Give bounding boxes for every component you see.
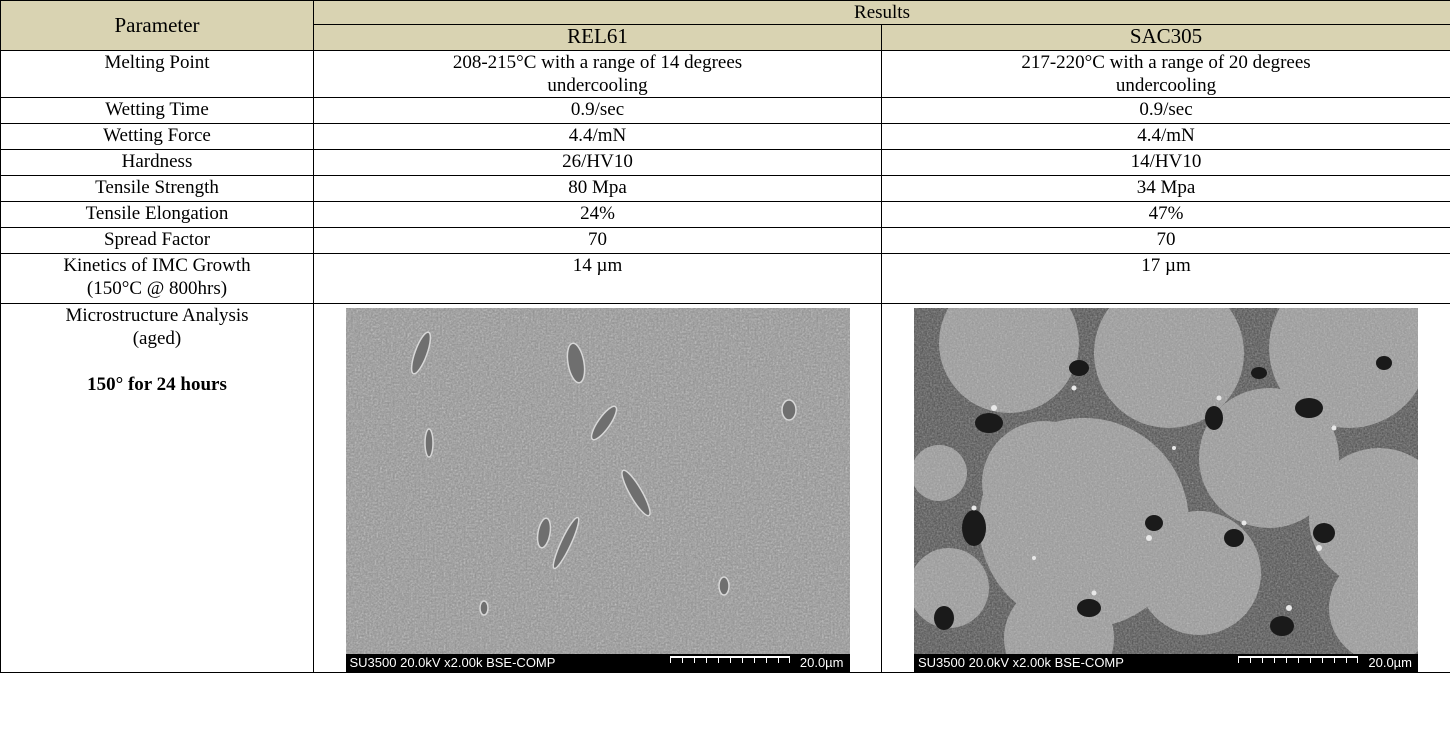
param-cell: Tensile Strength [0,175,314,202]
param-cell: Melting Point [0,50,314,98]
micro-label-line2: (aged) [132,328,182,349]
table-row: Hardness 26/HV10 14/HV10 [0,149,1450,176]
microstructure-label-cell: Microstructure Analysis (aged) 150° for … [0,303,314,673]
sac305-cell: 0.9/sec [880,97,1450,124]
param-cell: Tensile Elongation [0,201,314,228]
rel61-image-cell: SU3500 20.0kV x2.00k BSE-COMP 20.0µm [313,303,882,673]
header-results: Results [312,0,1450,25]
sac305-cell: 4.4/mN [880,123,1450,150]
rel61-cell: 208-215°C with a range of 14 degrees und… [313,50,882,98]
sac305-cell: 34 Mpa [880,175,1450,202]
sem-databar-sac305: SU3500 20.0kV x2.00k BSE-COMP 20.0µm [914,654,1418,672]
comparison-table: Parameter Results REL61 SAC305 Melting P… [0,0,1450,673]
sem-image-sac305: SU3500 20.0kV x2.00k BSE-COMP 20.0µm [914,308,1418,672]
rel61-cell: 70 [313,227,882,254]
rel61-cell: 14 µm [313,253,882,304]
sem-meta-sac305: SU3500 20.0kV x2.00k BSE-COMP [918,655,1124,670]
sac305-cell: 14/HV10 [880,149,1450,176]
sac305-cell: 47% [880,201,1450,228]
sem-scale-sac305: 20.0µm [1368,655,1412,670]
melting-point-a: 208-215°C with a range of 14 degrees und… [452,52,743,96]
sac305-cell: 217-220°C with a range of 20 degrees und… [880,50,1450,98]
table-row: Wetting Force 4.4/mN 4.4/mN [0,123,1450,150]
melting-point-b: 217-220°C with a range of 20 degrees und… [1021,52,1311,96]
header-sac305: SAC305 [880,24,1450,51]
sem-scale-rel61: 20.0µm [799,655,844,670]
rel61-cell: 24% [313,201,882,228]
micro-label-line1: Microstructure Analysis [65,305,249,326]
param-line2: (150°C @ 800hrs) [86,278,228,299]
header-rel61: REL61 [313,24,882,51]
micrograph-rel61 [345,308,850,654]
param-cell: Hardness [0,149,314,176]
sac305-cell: 17 µm [880,253,1450,304]
sem-databar-rel61: SU3500 20.0kV x2.00k BSE-COMP 20.0µm [345,654,850,672]
rel61-cell: 80 Mpa [313,175,882,202]
sem-image-rel61: SU3500 20.0kV x2.00k BSE-COMP 20.0µm [345,308,850,672]
param-cell: Wetting Force [0,123,314,150]
table-row: Wetting Time 0.9/sec 0.9/sec [0,97,1450,124]
sem-meta-rel61: SU3500 20.0kV x2.00k BSE-COMP [349,655,556,670]
table-row: Tensile Strength 80 Mpa 34 Mpa [0,175,1450,202]
param-cell: Spread Factor [0,227,314,254]
table-row: Microstructure Analysis (aged) 150° for … [0,303,1450,673]
rel61-cell: 4.4/mN [313,123,882,150]
table-row: Kinetics of IMC Growth (150°C @ 800hrs) … [0,253,1450,304]
param-cell: Kinetics of IMC Growth (150°C @ 800hrs) [0,253,314,304]
param-line1: Kinetics of IMC Growth [63,255,251,276]
param-cell: Wetting Time [0,97,314,124]
sac305-image-cell: SU3500 20.0kV x2.00k BSE-COMP 20.0µm [880,303,1450,673]
micro-condition: 150° for 24 hours [87,374,227,395]
rel61-cell: 26/HV10 [313,149,882,176]
table-row: Tensile Elongation 24% 47% [0,201,1450,228]
micrograph-sac305 [914,308,1418,654]
sac305-cell: 70 [880,227,1450,254]
scale-ticks-icon [669,656,790,666]
table-row: Spread Factor 70 70 [0,227,1450,254]
header-parameter: Parameter [0,0,314,51]
table-row: Melting Point 208-215°C with a range of … [0,50,1450,98]
scale-ticks-icon [1238,656,1358,666]
rel61-cell: 0.9/sec [313,97,882,124]
